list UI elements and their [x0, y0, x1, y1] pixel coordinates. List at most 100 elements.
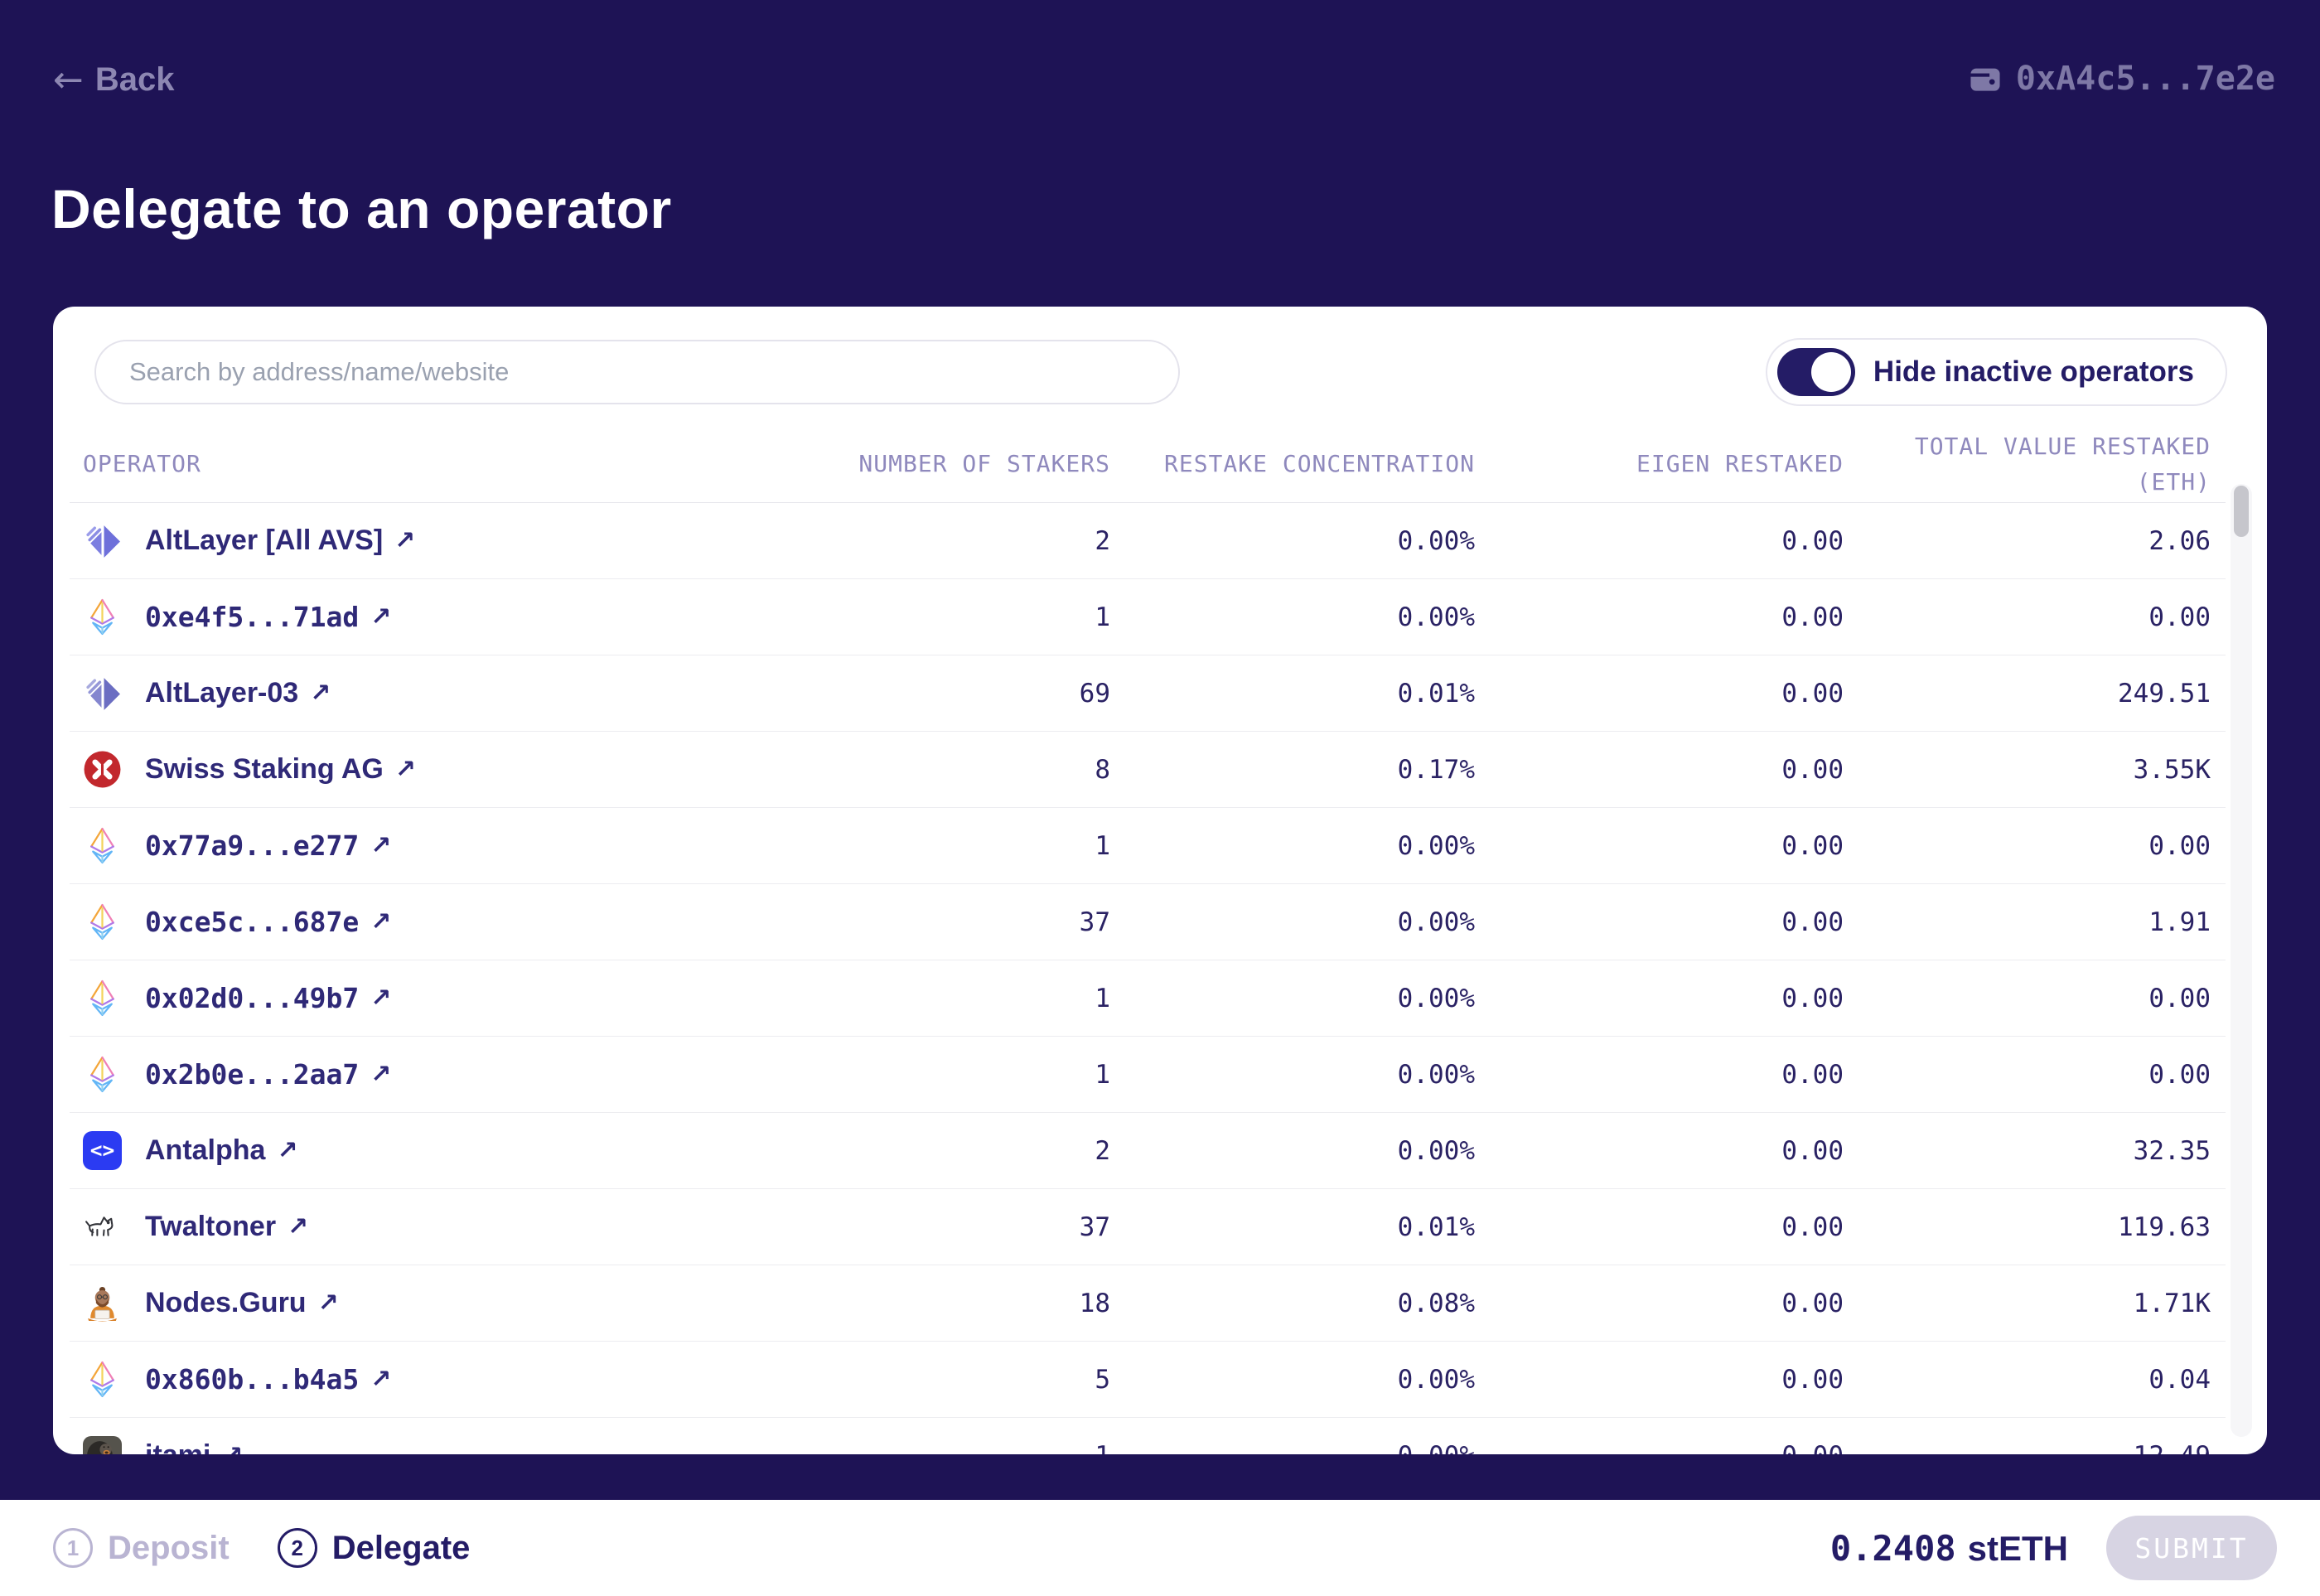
total-cell: 0.04 [2148, 1364, 2211, 1395]
total-cell: 249.51 [2118, 678, 2211, 709]
operator-name[interactable]: 0xe4f5...71ad [145, 601, 360, 633]
table-row[interactable]: 0xe4f5...71ad ↗ 1 0.00% 0.00 0.00 [70, 579, 2226, 655]
eigen-cell: 0.00 [1781, 754, 1844, 785]
table-row[interactable]: 0x02d0...49b7 ↗ 1 0.00% 0.00 0.00 [70, 960, 2226, 1037]
total-cell: 119.63 [2118, 1212, 2211, 1242]
panel-topbar: Hide inactive operators [94, 338, 2227, 406]
operator-panel: Hide inactive operators OPERATOR NUMBER … [53, 307, 2267, 1454]
concentration-cell: 0.08% [1397, 1288, 1475, 1318]
operator-cell: Twaltoner ↗ [83, 1207, 754, 1246]
total-cell: 2.06 [2148, 525, 2211, 556]
table-row[interactable]: 0x2b0e...2aa7 ↗ 1 0.00% 0.00 0.00 [70, 1037, 2226, 1113]
footer-right: 0.2408 stETH SUBMIT [1830, 1516, 2277, 1580]
balance: 0.2408 stETH [1830, 1528, 2068, 1569]
submit-button[interactable]: SUBMIT [2106, 1516, 2277, 1580]
external-link-icon: ↗ [370, 602, 392, 631]
dog-icon [83, 1207, 122, 1246]
operator-cell: 0x77a9...e277 ↗ [83, 826, 754, 865]
operator-name[interactable]: Swiss Staking AG [145, 753, 384, 785]
stakers-cell: 1 [1095, 1059, 1110, 1090]
hide-inactive-toggle[interactable]: Hide inactive operators [1765, 338, 2227, 406]
step-delegate-number: 2 [277, 1528, 317, 1568]
operator-cell: Nodes.Guru ↗ [83, 1284, 754, 1323]
external-link-icon: ↗ [370, 1060, 392, 1089]
operator-name[interactable]: 0x77a9...e277 [145, 829, 360, 862]
eigen-cell: 0.00 [1781, 983, 1844, 1013]
operator-cell: AltLayer [All AVS] ↗ [83, 521, 754, 560]
table-row[interactable]: 0x77a9...e277 ↗ 1 0.00% 0.00 0.00 [70, 808, 2226, 884]
operator-name[interactable]: Nodes.Guru [145, 1287, 307, 1318]
eigen-cell: 0.00 [1781, 1059, 1844, 1090]
concentration-cell: 0.00% [1397, 1059, 1475, 1090]
total-cell: 3.55K [2133, 754, 2211, 785]
table-row[interactable]: AltLayer [All AVS] ↗ 2 0.00% 0.00 2.06 [70, 503, 2226, 579]
stakers-cell: 37 [1079, 1212, 1110, 1242]
table-row[interactable]: 0x860b...b4a5 ↗ 5 0.00% 0.00 0.04 [70, 1342, 2226, 1418]
antalpha-icon: <> [83, 1131, 122, 1170]
operator-name[interactable]: itami [145, 1439, 210, 1454]
stakers-cell: 2 [1095, 1135, 1110, 1166]
operator-name[interactable]: 0x02d0...49b7 [145, 982, 360, 1014]
external-link-icon: ↗ [370, 984, 392, 1013]
wallet-chip[interactable]: 0xA4c5...7e2e [1970, 60, 2275, 98]
eigen-cell: 0.00 [1781, 525, 1844, 556]
concentration-cell: 0.00% [1110, 1441, 1475, 1455]
back-label: Back [94, 61, 175, 98]
operator-cell: 0xe4f5...71ad ↗ [83, 597, 754, 636]
step-delegate[interactable]: 2 Delegate [277, 1528, 471, 1568]
concentration-cell: 0.00% [1397, 602, 1475, 632]
eigen-cell: 0.00 [1781, 1212, 1844, 1242]
operator-cell: 0xce5c...687e ↗ [83, 902, 754, 941]
guru-icon [83, 1284, 122, 1323]
external-link-icon: ↗ [277, 1136, 298, 1165]
table-row[interactable]: 0xce5c...687e ↗ 37 0.00% 0.00 1.91 [70, 884, 2226, 960]
balance-amount: 0.2408 [1829, 1527, 1956, 1569]
operator-name[interactable]: Antalpha [145, 1134, 266, 1166]
operator-name[interactable]: AltLayer-03 [145, 677, 299, 709]
step-deposit[interactable]: 1 Deposit [53, 1528, 230, 1568]
search-input[interactable] [94, 340, 1180, 404]
operator-cell: <> Antalpha ↗ [83, 1131, 754, 1170]
external-link-icon: ↗ [222, 1441, 243, 1454]
stakers-cell: 8 [1095, 754, 1110, 785]
eth-icon [83, 902, 122, 941]
back-arrow-icon: ← [53, 58, 84, 101]
concentration-cell: 0.00% [1397, 907, 1475, 937]
operator-name[interactable]: 0x860b...b4a5 [145, 1363, 360, 1395]
operator-name[interactable]: AltLayer [All AVS] [145, 525, 384, 556]
table-row[interactable]: <> Antalpha ↗ 2 0.00% 0.00 32.35 [70, 1113, 2226, 1189]
step-deposit-label: Deposit [108, 1529, 230, 1566]
eigen-cell: 0.00 [1475, 1441, 1844, 1455]
table-row[interactable]: Twaltoner ↗ 37 0.01% 0.00 119.63 [70, 1189, 2226, 1265]
total-cell: 12.49 [1844, 1441, 2211, 1455]
column-total-value-restaked: TOTAL VALUE RESTAKED (ETH) [1914, 432, 2211, 496]
operator-cell: Swiss Staking AG ↗ [83, 750, 754, 789]
concentration-cell: 0.01% [1397, 678, 1475, 709]
scrollbar-thumb[interactable] [2234, 486, 2249, 537]
operator-name[interactable]: 0x2b0e...2aa7 [145, 1058, 360, 1091]
step-delegate-label: Delegate [331, 1529, 471, 1566]
eigen-cell: 0.00 [1781, 907, 1844, 937]
operator-name[interactable]: 0xce5c...687e [145, 906, 360, 938]
stakers-cell: 2 [1095, 525, 1110, 556]
table-row[interactable]: Nodes.Guru ↗ 18 0.08% 0.00 1.71K [70, 1265, 2226, 1342]
column-restake-concentration: RESTAKE CONCENTRATION [1163, 450, 1475, 478]
table-row[interactable]: AltLayer-03 ↗ 69 0.01% 0.00 249.51 [70, 655, 2226, 732]
total-cell: 0.00 [2148, 830, 2211, 861]
back-button[interactable]: ← Back [53, 61, 175, 99]
eigen-cell: 0.00 [1781, 1364, 1844, 1395]
toggle-switch[interactable] [1776, 348, 1855, 396]
table-row[interactable]: itami ↗ 1 0.00% 0.00 12.49 [70, 1418, 2226, 1454]
stakers-cell: 18 [1079, 1288, 1110, 1318]
scrollbar-track[interactable] [2231, 484, 2252, 1437]
external-link-icon: ↗ [317, 1289, 339, 1318]
stakers-cell: 1 [1095, 602, 1110, 632]
eigen-cell: 0.00 [1781, 1288, 1844, 1318]
concentration-cell: 0.00% [1397, 830, 1475, 861]
stakers-cell: 5 [1095, 1364, 1110, 1395]
operator-name[interactable]: Twaltoner [145, 1211, 277, 1242]
column-number-of-stakers: NUMBER OF STAKERS [858, 450, 1110, 478]
table-row[interactable]: Swiss Staking AG ↗ 8 0.17% 0.00 3.55K [70, 732, 2226, 808]
wallet-address: 0xA4c5...7e2e [2015, 60, 2275, 98]
